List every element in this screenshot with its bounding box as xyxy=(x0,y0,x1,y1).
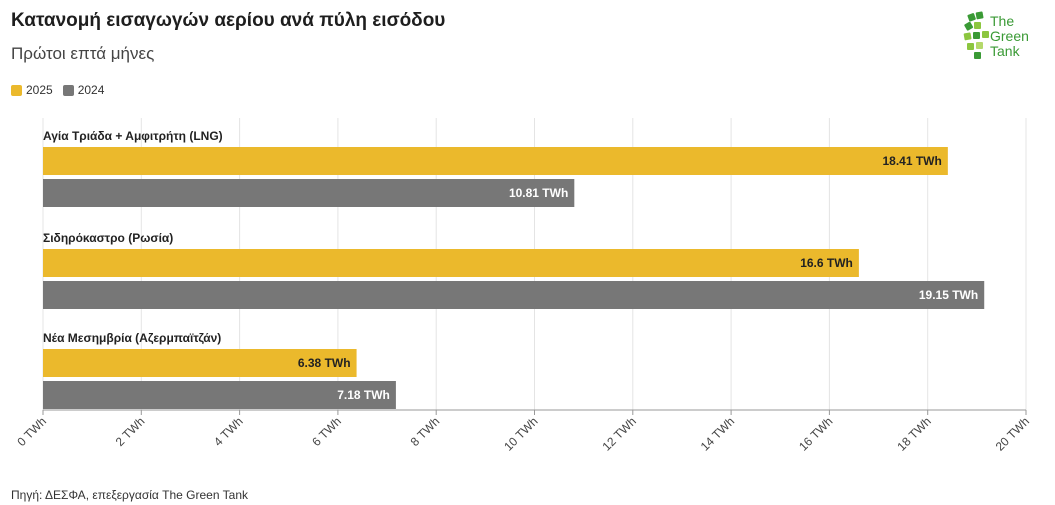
data-label: 19.15 TWh xyxy=(919,288,978,302)
legend-item-2024[interactable]: 2024 xyxy=(62,83,105,97)
logo-text: The Green Tank xyxy=(990,13,1029,59)
bar-2024[interactable] xyxy=(43,381,396,409)
chart-subtitle: Πρώτοι επτά μήνες xyxy=(11,44,155,63)
x-tick-label: 0 TWh xyxy=(14,414,49,449)
category-label: Αγία Τριάδα + Αμφιτρήτη (LNG) xyxy=(43,129,223,143)
legend: 2025 2024 xyxy=(11,83,104,97)
x-tick-label: 12 TWh xyxy=(599,414,638,453)
bar-2025[interactable] xyxy=(43,147,948,175)
legend-swatch-2025 xyxy=(11,84,22,96)
x-tick-label: 20 TWh xyxy=(993,414,1032,453)
x-tick-label: 10 TWh xyxy=(501,414,540,453)
green-tank-logo-icon xyxy=(963,11,989,59)
legend-item-2025[interactable]: 2025 xyxy=(11,83,53,97)
legend-label-2024: 2024 xyxy=(77,83,105,97)
data-label: 18.41 TWh xyxy=(882,154,941,168)
x-tick-label: 4 TWh xyxy=(211,414,246,449)
data-label: 6.38 TWh xyxy=(298,356,351,370)
x-tick-label: 6 TWh xyxy=(309,414,344,449)
data-label: 16.6 TWh xyxy=(800,256,853,270)
x-tick-label: 18 TWh xyxy=(894,414,933,453)
legend-label-2025: 2025 xyxy=(26,83,53,97)
category-label: Σιδηρόκαστρο (Ρωσία) xyxy=(43,231,173,245)
bar-2025[interactable] xyxy=(43,349,357,377)
category-label: Νέα Μεσημβρία (Αζερμπαϊτζάν) xyxy=(43,331,221,345)
bar-2025[interactable] xyxy=(43,249,859,277)
data-label: 7.18 TWh xyxy=(337,388,390,402)
bar-2024[interactable] xyxy=(43,281,985,309)
x-tick-label: 8 TWh xyxy=(408,414,443,449)
bar-2024[interactable] xyxy=(43,179,575,207)
bar-chart: 0 TWh 2 TWh 4 TWh 6 TWh 8 TWh 10 TWh 12 TWh 14 … xyxy=(14,118,1032,454)
chart-title: Κατανομή εισαγωγών αερίου ανά πύλη εισόδ… xyxy=(11,10,446,31)
x-tick-label: 16 TWh xyxy=(796,414,835,453)
data-label: 10.81 TWh xyxy=(509,186,568,200)
x-tick-label: 2 TWh xyxy=(113,414,148,449)
source-note: Πηγή: ΔΕΣΦΑ, επεξεργασία The Green Tank xyxy=(11,488,248,502)
legend-swatch-2024 xyxy=(62,84,74,96)
x-tick-label: 14 TWh xyxy=(698,414,737,453)
